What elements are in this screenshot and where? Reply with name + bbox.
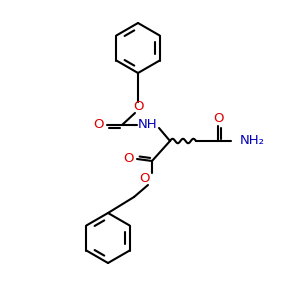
- Text: O: O: [133, 100, 143, 113]
- Text: NH: NH: [138, 118, 158, 131]
- Text: O: O: [94, 118, 104, 131]
- Text: NH₂: NH₂: [240, 134, 265, 148]
- Text: O: O: [213, 112, 223, 124]
- Text: O: O: [140, 172, 150, 185]
- Text: O: O: [124, 152, 134, 166]
